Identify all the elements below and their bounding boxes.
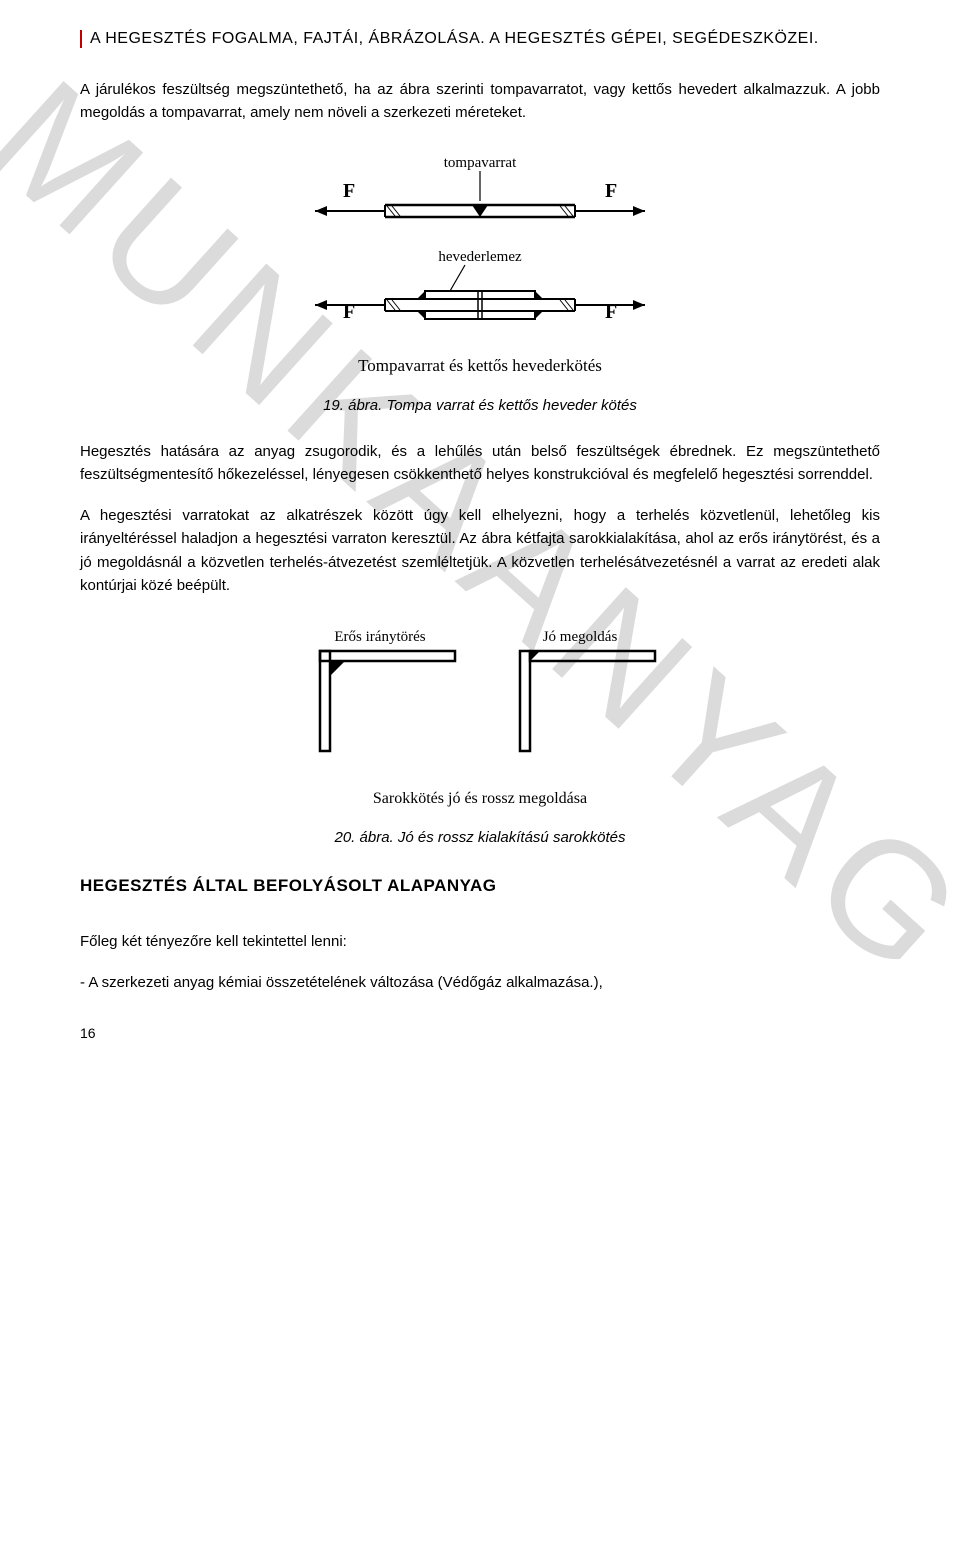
- fig19-label-top: tompavarrat: [444, 155, 517, 171]
- paragraph-1: A járulékos feszültség megszüntethető, h…: [80, 78, 880, 125]
- fig19-subcaption: Tompavarrat és kettős hevederkötés: [358, 356, 602, 375]
- fig19-label-mid: hevederlemez: [438, 249, 522, 265]
- figure-20-svg: Erős iránytörés Jó megoldás Sarokkötés j…: [250, 625, 710, 815]
- page-number: 16: [80, 1025, 880, 1041]
- section-heading: HEGESZTÉS ÁLTAL BEFOLYÁSOLT ALAPANYAG: [80, 876, 880, 896]
- page-header: A HEGESZTÉS FOGALMA, FAJTÁI, ÁBRÁZOLÁSA.…: [80, 30, 880, 48]
- figure-19-svg: tompavarrat F F: [265, 153, 695, 383]
- fig19-force-right-1: F: [605, 180, 617, 202]
- figure-19-caption: 19. ábra. Tompa varrat és kettős heveder…: [80, 397, 880, 414]
- fig20-subcaption: Sarokkötés jó és rossz megoldása: [373, 790, 587, 807]
- paragraph-2: Hegesztés hatására az anyag zsugorodik, …: [80, 440, 880, 487]
- fig19-force-left-1: F: [343, 180, 355, 202]
- figure-19: tompavarrat F F: [80, 153, 880, 383]
- figure-20: Erős iránytörés Jó megoldás Sarokkötés j…: [80, 625, 880, 815]
- fig20-label-left: Erős iránytörés: [334, 629, 425, 645]
- paragraph-5: - A szerkezeti anyag kémiai összetételén…: [80, 971, 880, 994]
- paragraph-3: A hegesztési varratokat az alkatrészek k…: [80, 504, 880, 597]
- fig20-label-right: Jó megoldás: [543, 629, 618, 645]
- paragraph-4: Főleg két tényezőre kell tekintettel len…: [80, 930, 880, 953]
- figure-20-caption: 20. ábra. Jó és rossz kialakítású sarokk…: [80, 829, 880, 846]
